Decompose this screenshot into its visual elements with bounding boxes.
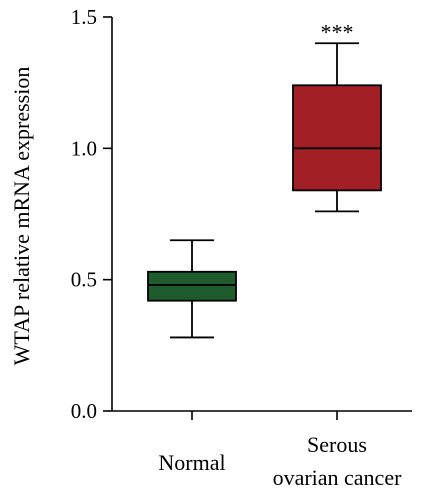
x-category-label: Serous	[307, 432, 367, 457]
significance-annotation: ***	[321, 19, 354, 44]
box-iqr	[292, 84, 382, 192]
box-series: ***	[147, 19, 382, 339]
y-tick-label: 1.0	[71, 136, 97, 160]
x-category-label: Normal	[158, 450, 225, 475]
box-iqr	[147, 270, 237, 302]
y-tick-label: 0.0	[71, 399, 97, 423]
box-group: ***	[292, 19, 382, 213]
y-axis-ticks: 0.0 0.5 1.0 1.5	[71, 5, 112, 423]
box-group	[147, 239, 237, 339]
x-category-label: ovarian cancer	[273, 465, 403, 490]
x-axis-category-labels: Normal Serous ovarian cancer	[158, 411, 402, 490]
y-axis-label: WTAP relative mRNA expression	[9, 67, 34, 366]
y-tick-label: 0.5	[71, 268, 97, 292]
y-tick-label: 1.5	[71, 5, 97, 29]
